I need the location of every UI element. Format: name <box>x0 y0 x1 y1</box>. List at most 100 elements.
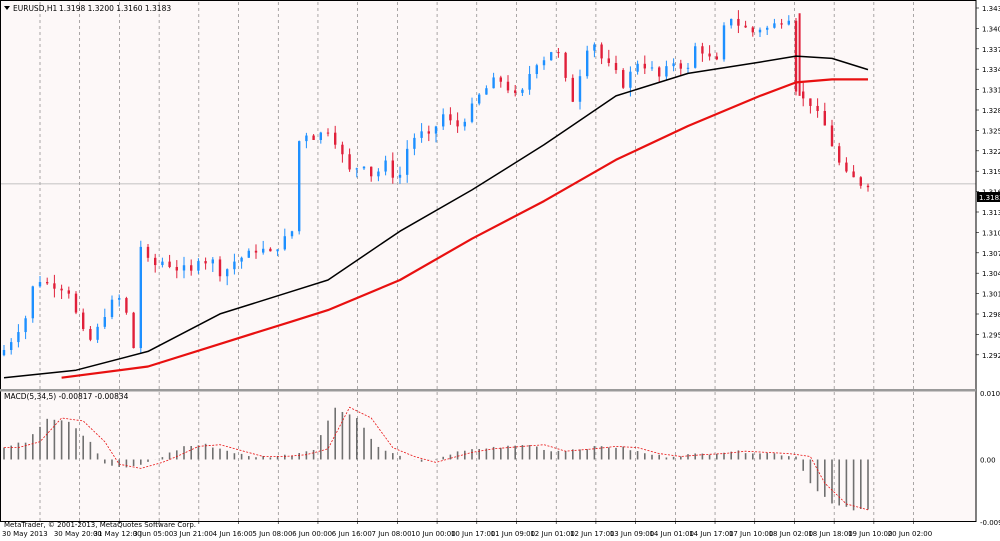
candle[interactable] <box>470 97 474 124</box>
candle[interactable] <box>499 75 502 88</box>
candle[interactable] <box>730 18 733 29</box>
candle[interactable] <box>650 61 654 71</box>
candle[interactable] <box>672 58 675 72</box>
candle[interactable] <box>139 240 142 354</box>
candle[interactable] <box>449 107 452 125</box>
candle[interactable] <box>809 98 812 114</box>
candle[interactable] <box>110 295 114 320</box>
candle[interactable] <box>636 60 639 75</box>
candle[interactable] <box>190 259 193 276</box>
candle[interactable] <box>845 157 848 173</box>
candle[interactable] <box>370 166 373 182</box>
candle[interactable] <box>715 52 718 61</box>
candle[interactable] <box>312 134 315 141</box>
candle[interactable] <box>132 311 135 349</box>
candle[interactable] <box>254 244 258 259</box>
candle[interactable] <box>31 285 34 323</box>
candle[interactable] <box>348 148 351 172</box>
candle[interactable] <box>478 93 481 106</box>
candle[interactable] <box>838 142 841 166</box>
candle[interactable] <box>46 277 49 285</box>
candle[interactable] <box>146 243 150 262</box>
candle[interactable] <box>550 51 553 61</box>
candle[interactable] <box>67 286 70 299</box>
candle[interactable] <box>514 85 517 97</box>
candle[interactable] <box>406 140 409 183</box>
candle[interactable] <box>665 60 668 80</box>
candle[interactable] <box>593 42 596 58</box>
candle[interactable] <box>686 63 690 74</box>
triangle-down-icon[interactable] <box>4 6 10 10</box>
candle[interactable] <box>492 72 495 89</box>
candle[interactable] <box>528 65 531 95</box>
candle[interactable] <box>240 256 243 269</box>
candle[interactable] <box>485 85 488 95</box>
candle[interactable] <box>701 42 704 62</box>
candle[interactable] <box>175 260 178 279</box>
candle[interactable] <box>766 25 769 36</box>
candle[interactable] <box>787 15 790 26</box>
candle[interactable] <box>125 296 128 315</box>
candle[interactable] <box>816 98 819 118</box>
candle[interactable] <box>326 128 330 137</box>
candle[interactable] <box>773 18 776 29</box>
candle[interactable] <box>168 254 171 269</box>
candle[interactable] <box>82 308 85 332</box>
candle[interactable] <box>17 324 20 348</box>
candle[interactable] <box>535 63 538 79</box>
candle[interactable] <box>852 165 855 178</box>
candle[interactable] <box>341 141 344 163</box>
candle[interactable] <box>607 49 610 67</box>
candle[interactable] <box>197 258 200 274</box>
candle[interactable] <box>456 112 459 133</box>
candle[interactable] <box>53 274 56 298</box>
candle[interactable] <box>10 338 13 355</box>
candle[interactable] <box>334 125 337 149</box>
candle[interactable] <box>290 230 294 239</box>
candle[interactable] <box>420 123 423 143</box>
symbol-header[interactable]: EURUSD,H1 1.3198 1.3200 1.3160 1.3183 <box>4 4 171 13</box>
candle[interactable] <box>751 26 754 37</box>
candle[interactable] <box>434 125 438 143</box>
candle[interactable] <box>377 168 380 182</box>
candle[interactable] <box>89 326 92 342</box>
candle[interactable] <box>557 48 560 58</box>
candle[interactable] <box>38 275 42 288</box>
candle[interactable] <box>413 133 416 156</box>
candle[interactable] <box>427 125 430 142</box>
candle[interactable] <box>542 56 546 70</box>
candle[interactable] <box>823 102 826 126</box>
candle[interactable] <box>283 228 286 251</box>
candle[interactable] <box>679 59 682 77</box>
candle[interactable] <box>182 256 186 279</box>
candle[interactable] <box>694 42 697 69</box>
candle[interactable] <box>103 308 106 329</box>
candle[interactable] <box>247 248 250 258</box>
candle[interactable] <box>758 27 762 38</box>
candle[interactable] <box>622 68 625 89</box>
candle[interactable] <box>362 166 366 171</box>
candle[interactable] <box>463 118 466 131</box>
candle[interactable] <box>96 323 99 343</box>
candle[interactable] <box>586 45 589 79</box>
candle[interactable] <box>571 74 574 103</box>
candle[interactable] <box>744 20 747 28</box>
candle[interactable] <box>737 10 740 34</box>
candle[interactable] <box>355 167 358 178</box>
candle[interactable] <box>204 257 207 270</box>
candle[interactable] <box>780 18 783 29</box>
candle[interactable] <box>233 253 236 275</box>
candle[interactable] <box>118 294 121 307</box>
candle[interactable] <box>154 253 157 273</box>
candle[interactable] <box>802 82 805 107</box>
candle[interactable] <box>305 132 308 149</box>
price-axis[interactable]: 1.3435 1.3405 1.3375 1.3345 1.3315 1.3285 1.32… <box>976 5 1000 360</box>
candle[interactable] <box>218 256 222 282</box>
candle[interactable] <box>211 257 214 273</box>
candle[interactable] <box>74 291 78 315</box>
candle[interactable] <box>614 55 618 74</box>
candle[interactable] <box>830 119 834 147</box>
candle[interactable] <box>276 249 279 257</box>
candle[interactable] <box>298 140 301 235</box>
